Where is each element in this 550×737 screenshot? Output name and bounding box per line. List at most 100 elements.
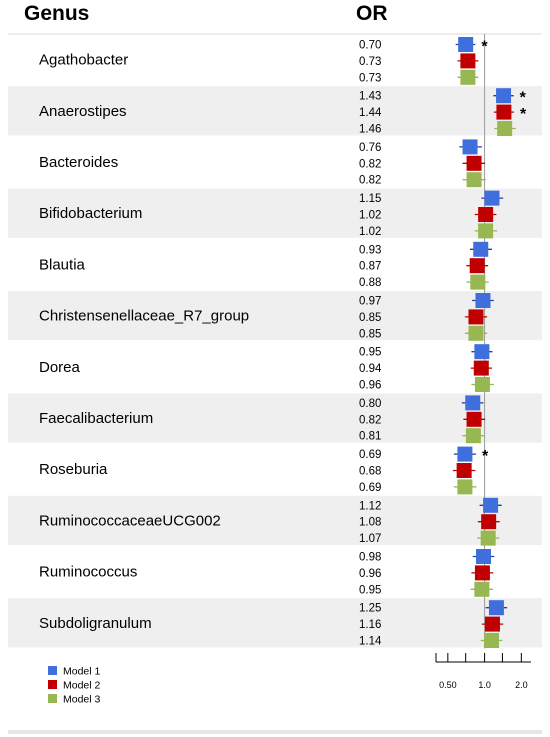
or-value: 1.07 — [359, 533, 381, 545]
point-marker — [478, 207, 494, 222]
point-marker — [497, 121, 513, 136]
significance-marker: * — [520, 106, 527, 123]
row-ruminococcaceaeucg002: RuminococcaceaeUCG002 1.12 1.08 1.07 — [39, 497, 502, 546]
legend-swatch — [48, 694, 57, 703]
or-value: 1.44 — [359, 107, 382, 119]
or-value: 0.95 — [359, 584, 381, 596]
x-tick-label: 0.50 — [439, 680, 457, 690]
genus-label: Anaerostipes — [39, 103, 127, 120]
row-ruminococcus: Ruminococcus 0.98 0.96 0.95 — [39, 549, 495, 597]
or-value: 0.69 — [359, 482, 381, 494]
point-marker — [481, 514, 497, 530]
genus-label: Blautia — [39, 256, 86, 273]
row-agathobacter: Agathobacter 0.70 * 0.73 0.73 — [39, 37, 488, 85]
or-value: 0.73 — [359, 72, 381, 84]
point-marker — [484, 616, 500, 632]
point-marker — [456, 463, 472, 478]
point-marker — [484, 190, 500, 206]
or-value: 0.88 — [359, 277, 381, 289]
point-marker — [476, 549, 492, 564]
or-value: 0.82 — [359, 175, 381, 187]
point-marker — [457, 479, 473, 495]
or-value: 0.87 — [359, 261, 381, 273]
genus-header: Genus — [24, 2, 89, 25]
or-value: 1.02 — [359, 226, 381, 238]
legend-swatch — [48, 680, 57, 689]
point-marker — [462, 139, 478, 155]
point-marker — [473, 241, 489, 257]
genus-label: Roseburia — [39, 461, 108, 478]
or-value: 1.16 — [359, 619, 381, 631]
legend-swatch — [48, 666, 57, 675]
or-value: 0.96 — [359, 568, 381, 580]
row-band — [8, 86, 542, 136]
or-value: 0.81 — [359, 431, 381, 443]
point-marker — [496, 88, 512, 104]
genus-label: Faecalibacterium — [39, 410, 153, 427]
row-band — [8, 188, 542, 238]
or-value: 1.43 — [359, 91, 381, 103]
row-subdoligranulum: Subdoligranulum 1.25 1.16 1.14 — [39, 600, 508, 648]
genus-label: Christensenellaceae_R7_group — [39, 308, 249, 325]
or-value: 0.85 — [359, 328, 381, 340]
point-marker — [466, 155, 482, 171]
or-value: 1.15 — [359, 193, 381, 205]
row-band — [8, 495, 542, 545]
or-header: OR — [356, 2, 388, 25]
or-value: 1.46 — [359, 124, 381, 136]
point-marker — [496, 104, 512, 120]
or-value: 0.82 — [359, 158, 381, 170]
significance-marker: * — [482, 448, 489, 465]
or-value: 1.25 — [359, 603, 381, 615]
point-marker — [473, 360, 489, 376]
point-marker — [466, 172, 482, 188]
significance-marker: * — [481, 39, 488, 56]
genus-label: Ruminococcus — [39, 564, 137, 581]
point-marker — [458, 37, 474, 52]
or-value: 0.73 — [359, 56, 381, 68]
or-value: 1.02 — [359, 210, 381, 222]
point-marker — [484, 633, 500, 648]
legend-label: Model 1 — [63, 666, 101, 678]
bottom-separator — [8, 730, 542, 734]
or-value: 0.98 — [359, 552, 381, 564]
or-value: 0.85 — [359, 312, 381, 324]
point-marker — [474, 581, 490, 597]
x-tick-label: 1.0 — [478, 680, 491, 690]
row-band — [8, 291, 542, 341]
genus-label: Bifidobacterium — [39, 205, 142, 222]
genus-label: Agathobacter — [39, 52, 128, 69]
or-value: 0.82 — [359, 414, 381, 426]
point-marker — [465, 428, 481, 444]
or-value: 0.93 — [359, 244, 381, 256]
genus-label: Bacteroides — [39, 154, 118, 171]
or-value: 1.12 — [359, 500, 381, 512]
row-roseburia: Roseburia 0.69 * 0.68 0.69 — [39, 446, 489, 495]
or-value: 0.80 — [359, 398, 381, 410]
point-marker — [469, 258, 485, 274]
row-band — [8, 598, 542, 648]
legend-label: Model 3 — [63, 694, 101, 706]
point-marker — [488, 600, 504, 616]
row-dorea: Dorea 0.95 0.94 0.96 — [39, 344, 494, 392]
legend-label: Model 2 — [63, 680, 101, 692]
row-christensenellaceae-r7-group: Christensenellaceae_R7_group 0.97 0.85 0.85 — [39, 293, 494, 341]
x-tick-label: 2.0 — [515, 680, 528, 690]
point-marker — [474, 565, 490, 581]
or-value: 1.14 — [359, 636, 382, 648]
or-value: 1.08 — [359, 517, 381, 529]
or-value: 0.69 — [359, 449, 381, 461]
point-marker — [483, 497, 499, 513]
point-marker — [474, 344, 490, 360]
point-marker — [466, 411, 482, 427]
row-blautia: Blautia 0.93 0.87 0.88 — [39, 241, 492, 290]
point-marker — [475, 293, 491, 308]
row-anaerostipes: Anaerostipes 1.43 * 1.44 * 1.46 — [39, 88, 527, 136]
row-bands — [8, 33, 542, 734]
or-value: 0.96 — [359, 380, 381, 392]
significance-marker: * — [520, 90, 527, 107]
point-marker — [460, 69, 476, 85]
or-value: 0.68 — [359, 466, 381, 478]
or-value: 0.70 — [359, 40, 381, 52]
